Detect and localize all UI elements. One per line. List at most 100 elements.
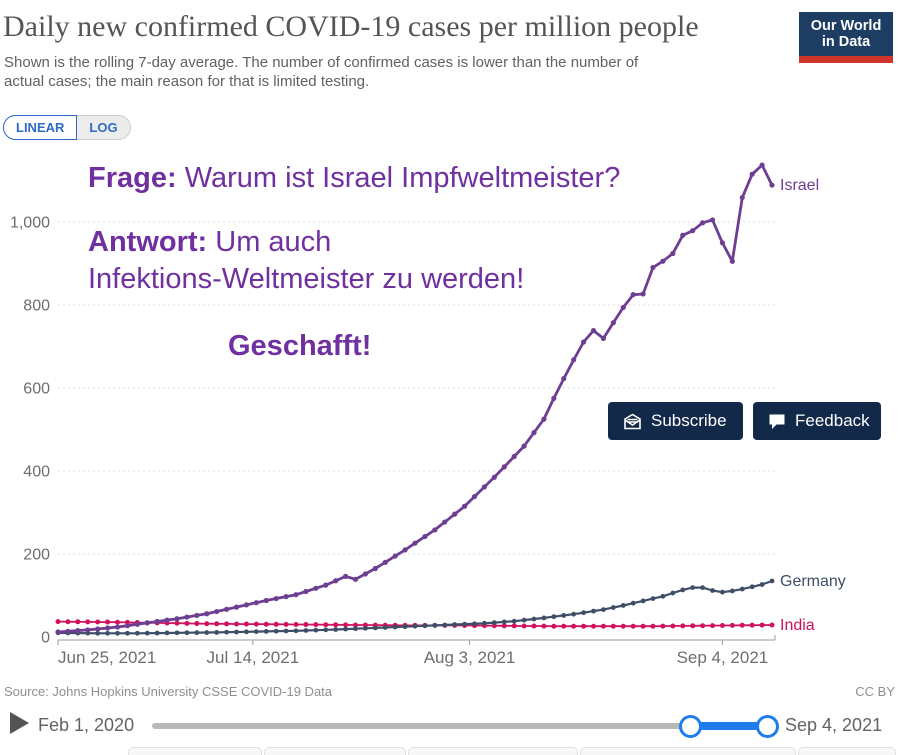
data-point [759,582,765,587]
data-point [729,588,735,594]
feedback-button[interactable]: Feedback [753,402,881,440]
data-point [531,623,537,629]
data-point [154,620,160,626]
data-point [313,585,319,591]
data-point [372,622,378,628]
data-point [452,622,458,628]
series-germany [55,578,775,636]
log-scale-button[interactable]: LOG [89,120,118,135]
data-point [630,623,636,629]
timeline-track[interactable] [152,715,779,738]
data-point [422,623,428,629]
data-point [382,622,388,628]
data-point [313,627,319,633]
data-point [392,624,398,630]
data-point [164,620,170,626]
data-point [600,335,607,342]
data-point [551,623,557,629]
data-point [144,620,150,626]
data-point [700,623,706,629]
data-point [739,586,745,592]
data-point [273,595,279,602]
owid-logo[interactable]: Our World in Data [799,12,893,63]
data-point [729,258,735,264]
data-point [333,627,339,632]
data-point [243,621,249,627]
data-point [610,605,616,610]
data-point [561,375,567,382]
data-point [253,600,259,606]
data-point [422,533,428,540]
source-row: Source: Johns Hopkins University CSSE CO… [4,684,895,699]
data-point [601,607,606,613]
data-point [114,624,121,630]
data-point [581,610,586,616]
data-point [620,603,626,608]
data-point [610,623,616,629]
bottom-table-cell[interactable] [264,747,406,755]
data-point [749,622,755,628]
data-point [293,592,299,598]
data-point [759,162,765,168]
data-point [571,357,577,363]
data-point [214,621,220,627]
annotation-answer: Antwort: Um auch Infektions-Weltmeister … [88,224,524,298]
timeline-selected-range[interactable] [688,722,765,730]
x-axis-tick-label: Sep 4, 2021 [677,648,769,667]
data-point [511,618,517,624]
data-point [362,622,368,628]
series-label-india[interactable]: India [780,617,815,634]
data-point [65,630,71,636]
data-point [640,598,646,604]
data-point [472,623,477,629]
series-label-israel[interactable]: Israel [780,177,819,194]
data-point [204,621,210,627]
data-point [55,629,61,635]
timeline-handle-start[interactable] [679,715,702,738]
series-line-germany [57,579,773,635]
data-point [511,623,517,629]
linear-scale-button[interactable]: LINEAR [3,115,78,140]
data-point [442,622,448,628]
data-point [501,619,507,625]
data-point [710,588,715,593]
data-point [144,630,150,636]
data-point [462,621,467,627]
data-point [620,623,626,629]
data-point [392,553,398,559]
bottom-table-cell[interactable] [128,747,262,755]
data-point [432,622,438,628]
annotation-answer-line-2: Infektions-Weltmeister zu werden! [88,263,525,295]
data-point [234,629,239,635]
data-point [283,594,289,600]
play-button[interactable] [8,711,30,735]
data-point [422,622,428,628]
data-point [303,622,309,628]
y-axis-tick-label: 600 [23,381,50,398]
data-point [224,629,229,635]
page-title: Daily new confirmed COVID-19 cases per m… [3,10,699,43]
bottom-table-cell[interactable] [798,747,896,755]
data-point [759,622,765,628]
annotation-question: Frage: Warum ist Israel Impfweltmeister? [88,160,620,197]
data-point [680,623,686,629]
owid-logo-line-1: Our World [810,18,882,34]
data-point [214,630,220,635]
data-point [491,623,497,629]
data-point [591,623,596,629]
series-label-germany[interactable]: Germany [780,573,846,590]
bottom-table-cell[interactable] [580,747,796,755]
data-point [223,606,230,612]
data-point [65,628,71,634]
data-point [491,474,497,480]
annotation-answer-label: Antwort: [88,226,208,258]
y-axis-tick-label: 800 [23,298,50,315]
bottom-table-cell[interactable] [408,747,578,755]
data-point [352,576,359,582]
data-point [591,608,596,614]
timeline-handle-end[interactable] [756,715,779,738]
data-point [699,220,706,226]
subscribe-button[interactable]: Subscribe [608,402,743,440]
data-point [65,619,71,625]
data-point [620,304,626,311]
